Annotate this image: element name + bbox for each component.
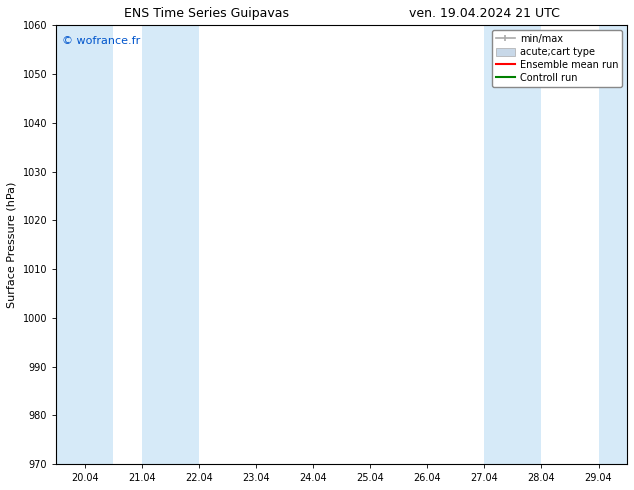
Y-axis label: Surface Pressure (hPa): Surface Pressure (hPa) <box>7 181 17 308</box>
Bar <box>56 25 113 464</box>
Title: ENS Time Series Guipavas                              ven. 19.04.2024 21 UTC: ENS Time Series Guipavas ven. 19.04.2024… <box>124 7 560 20</box>
Legend: min/max, acute;cart type, Ensemble mean run, Controll run: min/max, acute;cart type, Ensemble mean … <box>491 30 622 87</box>
Bar <box>484 25 541 464</box>
Bar <box>142 25 199 464</box>
Text: © wofrance.fr: © wofrance.fr <box>62 36 140 46</box>
Bar <box>598 25 627 464</box>
